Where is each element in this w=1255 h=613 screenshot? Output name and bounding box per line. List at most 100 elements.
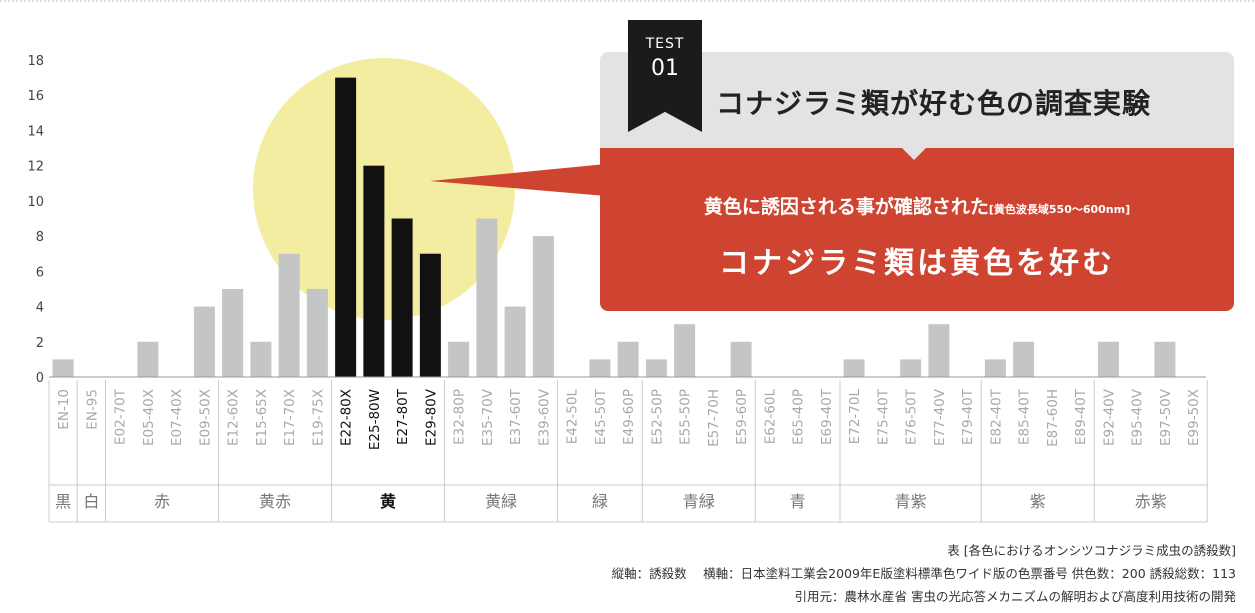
bar-e22-80x xyxy=(335,77,357,377)
bar-e55-50p xyxy=(674,324,696,377)
bar-e82-40t xyxy=(984,359,1006,377)
group-label-2: 赤 xyxy=(154,492,170,511)
wavelength-note: [黄色波長域550～600nm] xyxy=(988,203,1131,216)
x-tick-label-e55-50p: E55-50P xyxy=(678,389,694,445)
x-tick-label-e49-60p: E49-60P xyxy=(621,389,637,445)
x-tick-label-e72-70l: E72-70L xyxy=(847,389,863,445)
x-tick-label-en-10: EN-10 xyxy=(56,389,72,430)
test-tag-ribbon: TEST 01 xyxy=(628,20,702,132)
bar-e49-60p xyxy=(617,341,639,377)
bar-e92-40v xyxy=(1097,341,1119,377)
bar-e72-70l xyxy=(843,359,865,377)
finding-subtitle-text: 黄色に誘因される事が確認された xyxy=(703,196,989,218)
group-label-0: 黒 xyxy=(55,492,71,511)
bar-e85-40t xyxy=(1013,341,1035,377)
finding-headline: コナジラミ類は黄色を好む xyxy=(719,246,1115,281)
y-tick-label-10: 10 xyxy=(27,195,44,210)
y-tick-label-12: 12 xyxy=(27,160,44,175)
x-tick-label-e79-40t: E79-40T xyxy=(960,388,976,445)
bars xyxy=(52,77,1176,377)
source-note: 引用元：農林水産省 害虫の光応答メカニズムの解明および高度利用技術の開発 xyxy=(794,589,1236,604)
x-tick-label-e07-40x: E07-40X xyxy=(169,389,185,446)
test-tag-number: 01 xyxy=(651,56,679,81)
group-label-4: 黄 xyxy=(380,492,396,511)
x-tick-label-e92-40v: E92-40V xyxy=(1101,388,1117,446)
x-tick-label-e82-40t: E82-40T xyxy=(988,388,1004,445)
x-tick-label-e99-50x: E99-50X xyxy=(1186,389,1202,446)
callout-header xyxy=(600,52,1234,148)
x-tick-label-e02-70t: E02-70T xyxy=(113,388,129,445)
x-tick-label-e05-40x: E05-40X xyxy=(141,389,157,446)
bar-e27-80t xyxy=(391,218,413,377)
bar-e25-80w xyxy=(363,165,385,377)
bar-e97-50v xyxy=(1154,341,1176,377)
bar-e37-60t xyxy=(504,306,526,377)
y-tick-label-8: 8 xyxy=(36,230,44,245)
group-label-3: 黄赤 xyxy=(259,492,291,511)
callout-body xyxy=(600,148,1234,311)
y-axis: 0 2 4 6 8 10 12 14 16 18 xyxy=(27,54,44,386)
group-label-1: 白 xyxy=(83,492,99,511)
y-tick-label-4: 4 xyxy=(36,301,44,316)
y-tick-label-2: 2 xyxy=(36,336,44,351)
color-groups: 黒白 赤 黄赤 黄 黄緑 緑 青緑 青 青紫 紫 赤紫 xyxy=(48,380,1208,523)
x-axis-labels: EN-10 EN-95 E02-70T E05-40X E07-40X E09-50X E1… xyxy=(56,388,1202,450)
bar-e29-80v xyxy=(419,253,441,377)
x-tick-label-e59-60p: E59-60P xyxy=(734,389,750,445)
axes-note: 縦軸：誘殺数 横軸：日本塗料工業会2009年E版塗料標準色ワイド版の色票番号 供… xyxy=(611,566,1236,581)
x-tick-label-e12-60x: E12-60X xyxy=(226,389,242,446)
table-caption: 表 [各色におけるオンシツコナジラミ成虫の誘殺数] xyxy=(947,543,1236,558)
bar-e45-50t xyxy=(589,359,611,377)
x-tick-label-e57-70h: E57-70H xyxy=(706,389,722,447)
group-label-7: 青緑 xyxy=(683,492,715,511)
x-tick-label-e39-60v: E39-60V xyxy=(536,388,552,446)
x-tick-label-e52-50p: E52-50P xyxy=(649,389,665,445)
bar-e09-50x xyxy=(193,306,215,377)
callout-notch xyxy=(902,148,926,160)
x-tick-label-e19-75x: E19-75X xyxy=(310,389,326,446)
x-tick-label-e32-80p: E32-80P xyxy=(452,389,468,445)
callout-box: TEST 01 コナジラミ類が好む色の調査実験 黄色に誘因される事が確認された[… xyxy=(600,20,1234,311)
test-tag-label: TEST xyxy=(645,36,685,52)
x-tick-label-en-95: EN-95 xyxy=(84,389,100,430)
bar-e77-40v xyxy=(928,324,950,377)
x-tick-label-e17-70x: E17-70X xyxy=(282,389,298,446)
bar-e39-60v xyxy=(532,236,554,377)
experiment-title: コナジラミ類が好む色の調査実験 xyxy=(716,87,1152,120)
x-tick-label-e87-60h: E87-60H xyxy=(1045,389,1061,447)
x-tick-label-e89-40t: E89-40T xyxy=(1073,388,1089,445)
group-label-8: 青 xyxy=(790,492,806,511)
y-tick-label-16: 16 xyxy=(27,89,44,104)
y-tick-label-18: 18 xyxy=(27,54,44,69)
x-tick-label-e22-80x: E22-80X xyxy=(339,389,355,446)
x-tick-label-e29-80v: E29-80V xyxy=(423,388,439,446)
bar-en-10 xyxy=(52,359,74,377)
x-tick-label-e27-80t: E27-80T xyxy=(395,388,411,445)
group-label-11: 赤紫 xyxy=(1135,492,1167,511)
x-tick-label-e97-50v: E97-50V xyxy=(1158,388,1174,446)
x-tick-label-e69-40t: E69-40T xyxy=(819,388,835,445)
group-label-6: 緑 xyxy=(592,492,608,511)
x-tick-label-e25-80w: E25-80W xyxy=(367,389,383,450)
bar-e52-50p xyxy=(645,359,667,377)
bar-e76-50t xyxy=(900,359,922,377)
x-tick-label-e85-40t: E85-40T xyxy=(1017,388,1033,445)
top-dotted-rule xyxy=(0,0,1255,2)
y-tick-label-0: 0 xyxy=(36,371,44,386)
x-tick-label-e62-60l: E62-60L xyxy=(762,389,778,445)
y-tick-label-14: 14 xyxy=(27,124,44,139)
x-tick-label-e09-50x: E09-50X xyxy=(197,389,213,446)
group-label-9: 青紫 xyxy=(895,492,927,511)
x-tick-label-e42-50l: E42-50L xyxy=(565,389,581,445)
x-tick-label-e75-40t: E75-40T xyxy=(875,388,891,445)
x-tick-label-e15-65x: E15-65X xyxy=(254,389,270,446)
bar-e05-40x xyxy=(137,341,159,377)
bar-e35-70v xyxy=(476,218,498,377)
finding-subtitle: 黄色に誘因される事が確認された[黄色波長域550～600nm] xyxy=(600,192,1234,219)
bar-e17-70x xyxy=(278,253,300,377)
bar-e19-75x xyxy=(306,288,328,377)
group-label-10: 紫 xyxy=(1030,492,1046,511)
callout-pointer xyxy=(430,164,606,196)
x-tick-label-e95-40v: E95-40V xyxy=(1130,388,1146,446)
